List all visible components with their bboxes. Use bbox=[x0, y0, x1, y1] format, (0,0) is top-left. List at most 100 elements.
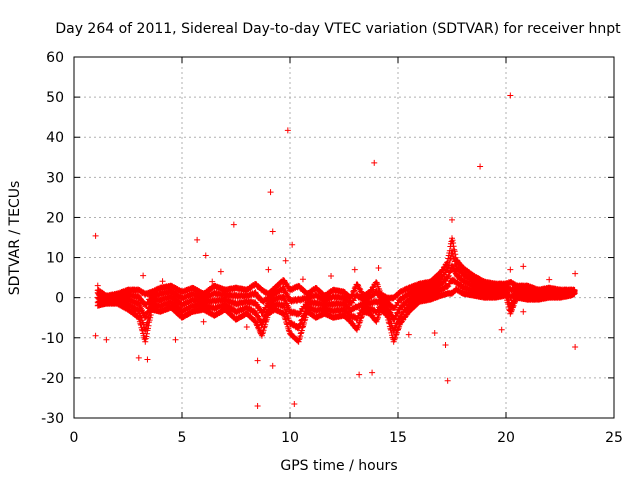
y-tick-labels: -30 -20 -10 0 10 20 30 40 50 60 bbox=[41, 50, 64, 427]
x-axis-label: GPS time / hours bbox=[280, 458, 397, 474]
axis-ticks bbox=[73, 56, 615, 419]
outlier-point bbox=[520, 263, 527, 270]
outlier-point bbox=[267, 189, 274, 196]
outlier-point bbox=[453, 266, 460, 273]
band-point bbox=[262, 321, 269, 328]
outlier-point bbox=[328, 273, 335, 280]
outlier-point bbox=[261, 312, 268, 319]
band-point bbox=[285, 327, 292, 334]
x-tick-label: 10 bbox=[281, 430, 299, 446]
band-point bbox=[444, 284, 451, 291]
x-tick-label: 0 bbox=[70, 430, 79, 446]
outlier-point bbox=[449, 216, 455, 223]
band-point bbox=[354, 324, 361, 331]
outlier-point bbox=[159, 278, 166, 285]
band-point bbox=[451, 248, 458, 255]
band-point bbox=[395, 326, 401, 333]
band-point bbox=[299, 324, 306, 331]
outlier-point bbox=[572, 344, 579, 351]
outlier-point bbox=[265, 266, 272, 273]
band-point bbox=[142, 338, 149, 345]
band-point bbox=[147, 314, 154, 321]
y-tick-label: 50 bbox=[46, 90, 64, 106]
band-point bbox=[445, 272, 452, 279]
y-tick-label: 20 bbox=[46, 210, 64, 226]
outlier-point bbox=[282, 257, 289, 264]
outlier-point bbox=[431, 329, 438, 336]
outlier-point bbox=[507, 266, 514, 273]
x-tick-label: 20 bbox=[497, 430, 515, 446]
chart-title: Day 264 of 2011, Sidereal Day-to-day VTE… bbox=[55, 21, 621, 37]
grid-lines bbox=[74, 57, 614, 418]
band-point bbox=[260, 327, 267, 334]
band-point bbox=[450, 240, 457, 247]
outlier-point bbox=[269, 228, 276, 235]
outlier-point bbox=[202, 252, 209, 259]
outlier-point bbox=[209, 278, 216, 285]
outlier-point bbox=[442, 341, 449, 348]
band-point bbox=[298, 327, 305, 334]
outlier-point bbox=[477, 163, 484, 170]
outlier-point bbox=[94, 282, 101, 289]
data-points bbox=[92, 92, 579, 409]
outlier-point bbox=[144, 356, 151, 363]
band-point bbox=[302, 314, 309, 321]
x-tick-label: 15 bbox=[389, 430, 407, 446]
band-point bbox=[256, 327, 263, 334]
band-point bbox=[255, 324, 262, 331]
band-point bbox=[259, 330, 266, 337]
outlier-point bbox=[243, 323, 250, 330]
band-point bbox=[297, 333, 304, 340]
outlier-point bbox=[140, 272, 147, 279]
band-point bbox=[143, 330, 150, 337]
band-point bbox=[262, 318, 269, 325]
outlier-point bbox=[254, 402, 261, 409]
outlier-point bbox=[356, 371, 363, 378]
y-tick-label: 40 bbox=[46, 130, 64, 146]
y-tick-label: 0 bbox=[55, 291, 64, 307]
outlier-point bbox=[405, 331, 412, 338]
outlier-point bbox=[351, 266, 358, 273]
outlier-point bbox=[230, 221, 237, 228]
band-point bbox=[355, 282, 362, 289]
outlier-point bbox=[507, 92, 514, 99]
outlier-point bbox=[299, 276, 306, 283]
y-tick-label: -20 bbox=[41, 371, 64, 387]
band-point bbox=[356, 285, 363, 292]
band-point bbox=[508, 308, 515, 315]
y-tick-label: -30 bbox=[41, 411, 64, 427]
band-point bbox=[571, 287, 578, 294]
outlier-point bbox=[194, 236, 201, 243]
band-point bbox=[358, 314, 365, 321]
outlier-point bbox=[135, 354, 142, 361]
outlier-point bbox=[528, 290, 535, 297]
outlier-point bbox=[291, 400, 298, 407]
y-tick-label: 30 bbox=[46, 170, 64, 186]
band-point bbox=[446, 261, 453, 268]
y-tick-label: -10 bbox=[41, 331, 64, 347]
outlier-point bbox=[172, 336, 179, 343]
outlier-point bbox=[284, 127, 291, 134]
outlier-point bbox=[200, 318, 207, 325]
band-point bbox=[353, 316, 360, 323]
band-point bbox=[135, 292, 142, 299]
y-tick-label: 10 bbox=[46, 251, 64, 267]
outlier-point bbox=[369, 369, 376, 376]
band-point bbox=[350, 288, 357, 295]
outlier-point bbox=[375, 264, 382, 271]
band-point bbox=[144, 325, 151, 332]
band-point bbox=[450, 243, 457, 250]
outlier-point bbox=[103, 336, 110, 343]
outlier-point bbox=[498, 326, 505, 333]
band-point bbox=[145, 322, 152, 329]
outlier-point bbox=[572, 270, 579, 277]
outlier-point bbox=[92, 332, 99, 339]
x-tick-labels: 0 5 10 15 20 25 bbox=[70, 430, 623, 446]
band-point bbox=[252, 289, 259, 296]
band-point bbox=[445, 273, 452, 280]
outlier-point bbox=[546, 276, 553, 283]
outlier-point bbox=[520, 308, 527, 315]
band-point bbox=[143, 333, 150, 340]
outlier-point bbox=[217, 268, 224, 275]
